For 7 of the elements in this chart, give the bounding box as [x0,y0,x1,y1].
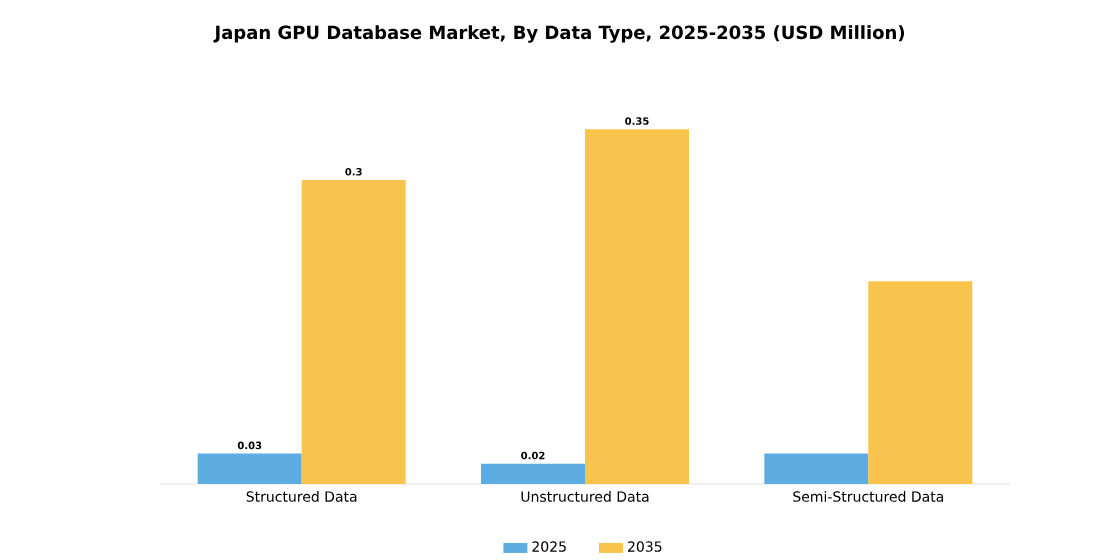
chart-title: Japan GPU Database Market, By Data Type, 2025-2035 (USD Million) [213,25,905,43]
bar [197,453,302,484]
bar [481,463,585,484]
bar [301,179,406,484]
bar [868,281,973,484]
bar [764,453,869,484]
bar [585,129,689,484]
